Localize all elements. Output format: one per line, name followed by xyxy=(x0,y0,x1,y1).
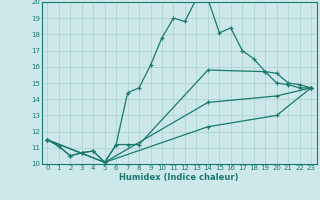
X-axis label: Humidex (Indice chaleur): Humidex (Indice chaleur) xyxy=(119,173,239,182)
